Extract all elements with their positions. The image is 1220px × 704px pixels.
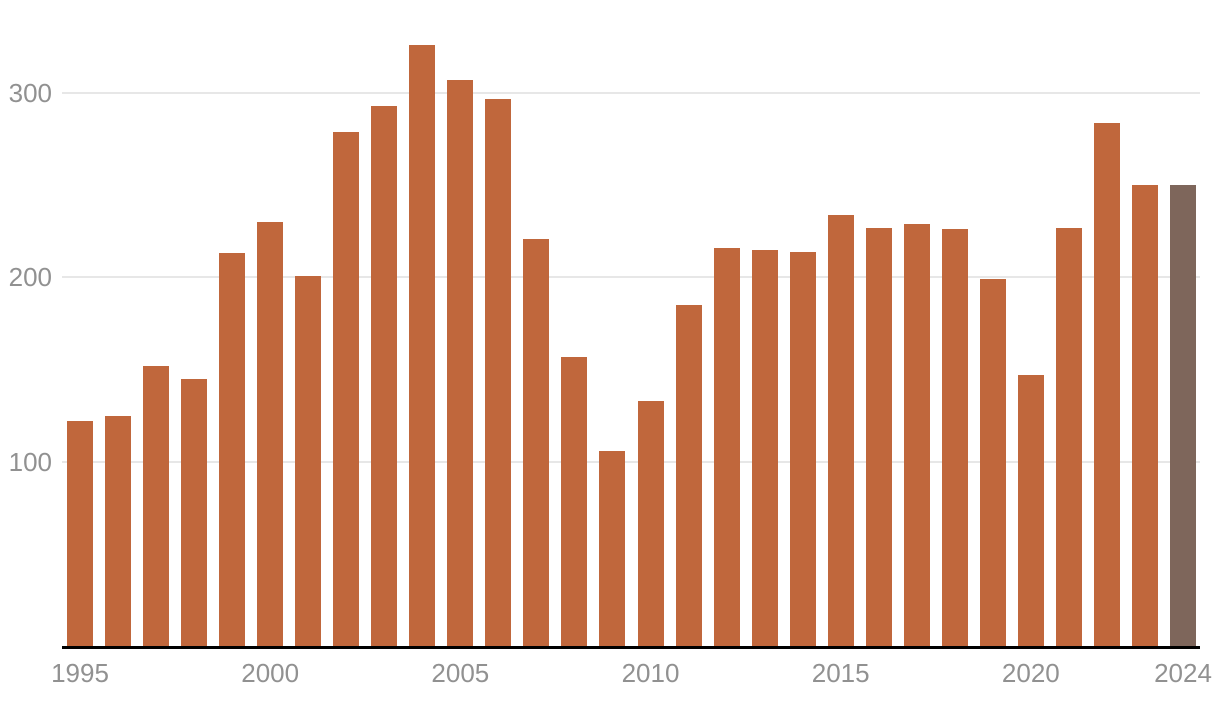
bar-2004[interactable] [409,45,436,646]
bar-2023[interactable] [1131,185,1158,646]
bar-2016[interactable] [865,228,892,646]
bar-1996[interactable] [105,416,132,646]
bar-2001[interactable] [295,276,322,646]
gridline [62,92,1200,95]
y-axis-tick-label: 300 [8,78,52,109]
x-axis-tick-label: 2020 [1001,658,1060,688]
bar-2005[interactable] [447,80,474,646]
x-axis-tick-label: 2015 [811,658,870,688]
y-axis-tick-label: 200 [8,262,52,293]
bar-2009[interactable] [599,451,626,646]
bar-2000[interactable] [257,222,284,646]
y-axis-tick-label: 100 [8,446,52,477]
x-axis-tick-label: 2024 [1154,658,1212,688]
bar-2024[interactable] [1169,185,1196,646]
x-axis-tick-label: 2000 [241,658,300,688]
bar-2013[interactable] [751,250,778,646]
bar-2006[interactable] [485,99,512,646]
bar-2017[interactable] [903,224,930,646]
bar-2011[interactable] [675,305,702,646]
bar-1999[interactable] [219,253,246,646]
plot-area [62,0,1200,646]
bar-2010[interactable] [637,401,664,646]
bar-2018[interactable] [941,229,968,646]
x-axis-line [62,646,1200,649]
bar-2014[interactable] [789,252,816,646]
bar-1998[interactable] [181,379,208,646]
bar-2008[interactable] [561,357,588,646]
bar-1995[interactable] [67,421,93,646]
bar-2022[interactable] [1093,123,1120,646]
bar-2012[interactable] [713,248,740,646]
bar-2019[interactable] [979,279,1006,646]
gridline [62,460,1200,463]
x-axis-tick-label: 2005 [431,658,490,688]
bar-2007[interactable] [523,239,550,646]
bar-2015[interactable] [827,215,854,646]
bar-1997[interactable] [143,366,170,646]
gridline [62,276,1200,279]
bar-2003[interactable] [371,106,398,646]
x-axis-tick-label: 2010 [621,658,680,688]
bar-2021[interactable] [1055,228,1082,646]
x-axis-tick-label: 1995 [51,658,109,688]
bar-2002[interactable] [333,132,360,646]
bar-2020[interactable] [1017,375,1044,646]
